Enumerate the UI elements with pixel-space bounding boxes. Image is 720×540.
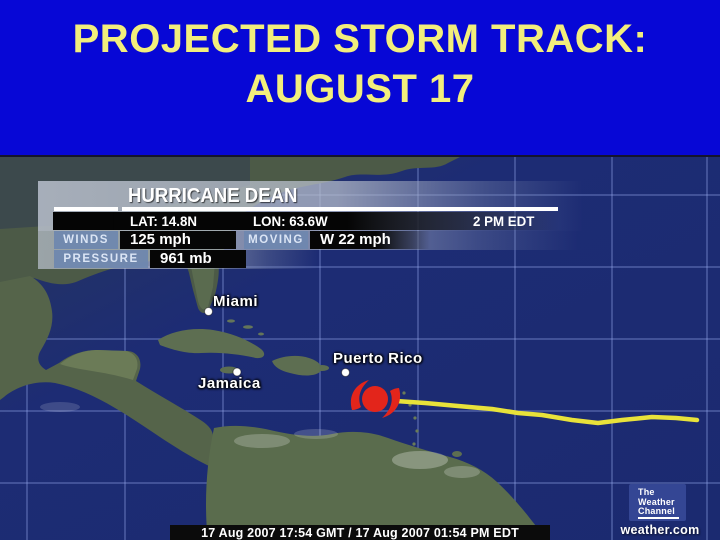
slide-title-line1: PROJECTED STORM TRACK:	[72, 17, 648, 61]
lon-value: LON: 63.6W	[253, 213, 328, 229]
islands-bahamas	[227, 319, 264, 336]
twc-logo: The Weather Channel	[629, 484, 686, 521]
twc-logo-line1: The	[638, 487, 655, 497]
storm-name: HURRICANE DEAN	[128, 185, 298, 207]
lat-value: LAT: 14.8N	[130, 213, 198, 229]
cloud-wisps	[40, 402, 480, 478]
twc-logo-line2: Weather	[638, 496, 675, 507]
city-dot-puerto-rico	[341, 368, 350, 377]
twc-logo-line3: Channel	[638, 506, 675, 516]
winds-value: 125 mph	[120, 231, 236, 249]
moving-value: W 22 mph	[310, 231, 430, 249]
weather-com-label: weather.com	[620, 523, 700, 537]
landmass-florida	[190, 261, 215, 310]
winds-label-badge: WINDS	[54, 231, 118, 249]
slide-title-line2: AUGUST 17	[245, 67, 475, 111]
hurricane-icon	[350, 380, 401, 418]
moving-label-badge: MOVING	[244, 231, 308, 249]
landmass-yucatan	[60, 350, 138, 380]
city-dots	[204, 307, 350, 377]
island-trinidad	[452, 451, 462, 457]
slide-title: PROJECTED STORM TRACK: AUGUST 17	[0, 14, 720, 114]
twc-logo-underline	[638, 517, 679, 519]
island-cuba	[158, 329, 265, 359]
timestamp-bar: 17 Aug 2007 17:54 GMT / 17 Aug 2007 01:5…	[170, 525, 550, 540]
pressure-value: 961 mb	[150, 250, 246, 268]
city-dot-jamaica	[232, 367, 242, 377]
map-label-puerto-rico: Puerto Rico	[333, 350, 423, 367]
landmass-south-america	[206, 425, 548, 540]
position-bar-endcap	[53, 212, 114, 230]
map-label-miami: Miami	[213, 293, 259, 310]
panel-rule-left	[54, 207, 118, 211]
storm-track-line	[393, 398, 700, 426]
pressure-label-badge: PRESSURE	[54, 250, 148, 268]
map-label-jamaica: Jamaica	[198, 375, 261, 392]
city-dot-miami	[204, 307, 213, 316]
island-puerto-rico	[315, 365, 329, 371]
storm-track-map: HURRICANE DEAN LAT: 14.8N LON: 63.6W 2 P…	[0, 155, 720, 540]
advisory-time: 2 PM EDT	[473, 213, 535, 229]
position-bar: LAT: 14.8N LON: 63.6W 2 PM EDT	[53, 212, 560, 230]
island-hispaniola	[272, 355, 322, 376]
panel-backdrop-winds	[38, 231, 578, 250]
panel-rule-right	[122, 207, 558, 211]
